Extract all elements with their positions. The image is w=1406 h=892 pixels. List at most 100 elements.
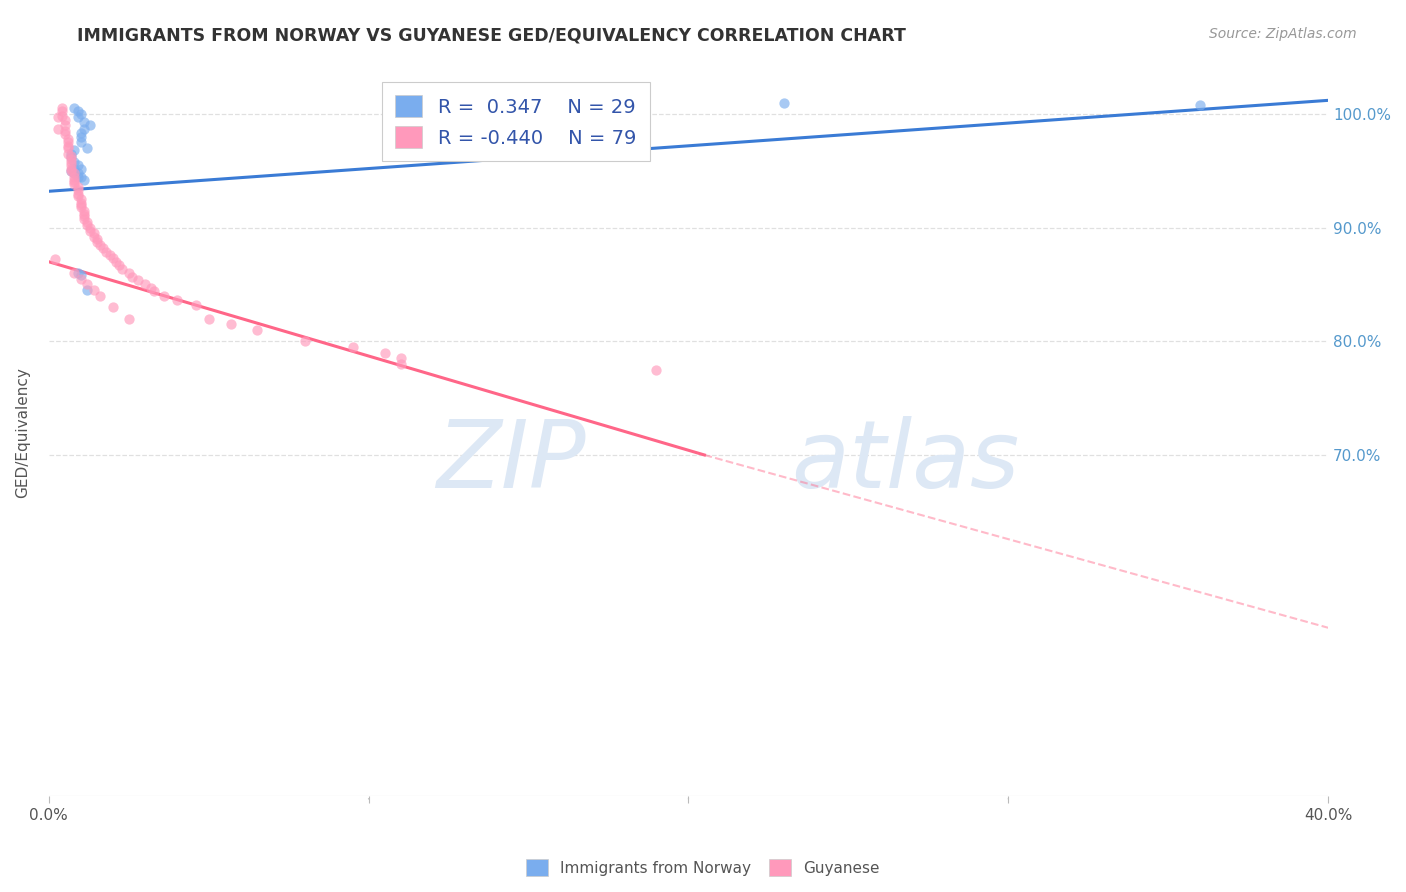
Point	[56, 141, 79, 155]
Point	[104, 254, 127, 268]
Point	[53, 124, 76, 138]
Point	[121, 269, 143, 284]
Point	[63, 101, 86, 115]
Point	[60, 161, 83, 176]
Point	[66, 166, 89, 180]
Point	[101, 300, 124, 314]
Point	[76, 219, 98, 233]
Point	[69, 195, 91, 210]
Point	[66, 186, 89, 201]
Point	[56, 136, 79, 150]
Point	[76, 277, 98, 292]
Point	[83, 227, 105, 241]
Point	[60, 153, 83, 167]
Point	[374, 345, 396, 359]
Point	[51, 101, 73, 115]
Point	[66, 103, 89, 118]
Point	[89, 237, 111, 252]
Point	[66, 179, 89, 194]
Point	[134, 277, 156, 292]
Point	[63, 166, 86, 180]
Point	[86, 232, 108, 246]
Point	[69, 272, 91, 286]
Point	[184, 298, 207, 312]
Point	[79, 119, 101, 133]
Point	[69, 200, 91, 214]
Point	[60, 150, 83, 164]
Point	[342, 340, 364, 354]
Point	[63, 266, 86, 280]
Point	[66, 111, 89, 125]
Point	[773, 95, 796, 110]
Point	[69, 107, 91, 121]
Point	[66, 266, 89, 280]
Point	[69, 126, 91, 140]
Point	[219, 318, 242, 332]
Point	[60, 158, 83, 172]
Point	[63, 175, 86, 189]
Point	[153, 289, 176, 303]
Text: ZIP: ZIP	[436, 416, 586, 507]
Point	[69, 169, 91, 184]
Point	[166, 293, 188, 308]
Point	[96, 244, 118, 259]
Point	[645, 362, 668, 376]
Point	[44, 252, 66, 267]
Point	[60, 164, 83, 178]
Point	[73, 209, 96, 223]
Point	[60, 146, 83, 161]
Point	[63, 166, 86, 180]
Point	[118, 311, 141, 326]
Text: Source: ZipAtlas.com: Source: ZipAtlas.com	[1209, 27, 1357, 41]
Point	[69, 268, 91, 283]
Point	[73, 203, 96, 218]
Point	[69, 129, 91, 144]
Point	[79, 224, 101, 238]
Point	[56, 146, 79, 161]
Point	[63, 144, 86, 158]
Point	[89, 289, 111, 303]
Point	[60, 154, 83, 169]
Point	[63, 154, 86, 169]
Point	[111, 261, 134, 276]
Point	[66, 189, 89, 203]
Point	[197, 311, 219, 326]
Point	[127, 273, 149, 287]
Point	[60, 164, 83, 178]
Point	[91, 241, 114, 255]
Point	[73, 173, 96, 187]
Point	[76, 215, 98, 229]
Point	[108, 258, 131, 272]
Text: IMMIGRANTS FROM NORWAY VS GUYANESE GED/EQUIVALENCY CORRELATION CHART: IMMIGRANTS FROM NORWAY VS GUYANESE GED/E…	[77, 27, 907, 45]
Point	[66, 169, 89, 184]
Point	[46, 121, 69, 136]
Point	[66, 158, 89, 172]
Point	[139, 281, 162, 295]
Legend: Immigrants from Norway, Guyanese: Immigrants from Norway, Guyanese	[520, 853, 886, 882]
Point	[101, 252, 124, 266]
Point	[63, 173, 86, 187]
Point	[79, 220, 101, 235]
Point	[53, 112, 76, 127]
Point	[389, 357, 412, 371]
Point	[53, 128, 76, 142]
Point	[389, 351, 412, 366]
Point	[53, 119, 76, 133]
Point	[98, 248, 121, 262]
Point	[86, 235, 108, 250]
Point	[56, 138, 79, 153]
Point	[63, 161, 86, 176]
Point	[66, 183, 89, 197]
Point	[63, 178, 86, 192]
Point	[51, 109, 73, 123]
Point	[46, 111, 69, 125]
Point	[69, 136, 91, 150]
Point	[118, 266, 141, 280]
Point	[246, 323, 269, 337]
Point	[83, 229, 105, 244]
Text: atlas: atlas	[790, 416, 1019, 507]
Point	[56, 132, 79, 146]
Point	[1189, 98, 1212, 112]
Legend: R =  0.347    N = 29, R = -0.440    N = 79: R = 0.347 N = 29, R = -0.440 N = 79	[381, 82, 650, 161]
Point	[51, 103, 73, 118]
